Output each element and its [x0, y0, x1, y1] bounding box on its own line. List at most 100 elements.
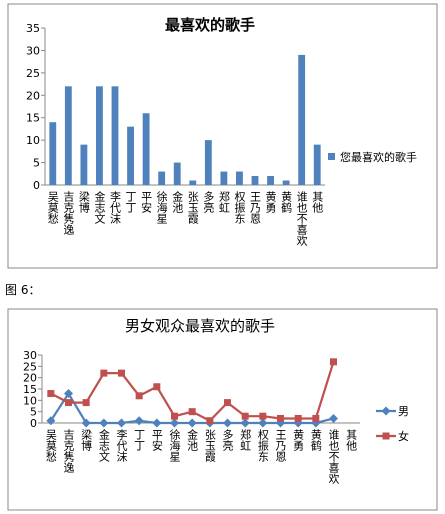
bar: [127, 126, 134, 185]
legend-label: 女: [398, 429, 409, 443]
point: [312, 414, 320, 422]
bar: [64, 86, 72, 185]
x-tick-label: 黄鹤: [280, 190, 293, 214]
legend-marker: [381, 406, 391, 416]
point: [240, 418, 250, 428]
y-tick-label: 20: [23, 372, 37, 385]
point: [65, 399, 72, 407]
x-tick-label: 黄勇: [292, 428, 305, 452]
x-tick-label: 吉克隽逸: [62, 429, 75, 473]
x-tick-label: 金志文: [93, 190, 106, 224]
x-tick-label: 王乃恩: [274, 429, 287, 462]
chart-title: 男女观众最喜欢的歌手: [125, 317, 275, 335]
y-tick-label: 10: [23, 394, 37, 407]
x-tick-label: 丁丁: [124, 191, 137, 213]
x-tick-label: 黄鹤: [309, 428, 322, 452]
point: [47, 390, 55, 398]
x-tick-label: 张玉霞: [203, 429, 216, 463]
x-tick-label: 李代沫: [109, 190, 122, 225]
x-tick-label: 其他: [345, 429, 358, 451]
point: [259, 412, 267, 420]
legend-label: 男: [398, 405, 409, 418]
point: [330, 358, 337, 366]
bar: [313, 144, 321, 185]
y-tick-label: 35: [26, 22, 40, 35]
bar: [189, 180, 197, 185]
point: [258, 418, 268, 428]
x-tick-label: 其他: [311, 191, 324, 213]
point: [118, 369, 125, 377]
caption: 图 6：: [5, 283, 40, 297]
x-tick-label: 权振东: [256, 429, 269, 462]
bar: [158, 171, 166, 185]
point: [64, 389, 73, 399]
x-tick-label: 谁也不喜欢: [327, 429, 340, 485]
chart-frame: [7, 308, 438, 511]
point: [241, 412, 249, 420]
point: [294, 414, 302, 422]
point: [117, 418, 126, 428]
point: [277, 414, 284, 422]
legend-label: 您最喜欢的歌手: [340, 150, 417, 164]
x-tick-label: 郑虹: [239, 428, 252, 451]
x-tick-label: 谁也不喜欢: [295, 191, 308, 247]
x-tick-label: 吴莫愁: [46, 191, 59, 224]
point: [187, 418, 197, 428]
x-tick-label: 金池: [171, 190, 184, 213]
bar: [49, 122, 57, 185]
point: [81, 418, 91, 428]
point: [135, 392, 143, 400]
bar: [173, 162, 181, 185]
bar: [96, 86, 103, 185]
y-tick-label: 15: [26, 112, 40, 125]
x-tick-label: 多亮: [221, 428, 234, 451]
y-tick-label: 30: [26, 44, 40, 57]
y-tick-label: 30: [23, 349, 37, 362]
x-tick-label: 权振东: [233, 191, 246, 224]
chart-title: 最喜欢的歌手: [165, 16, 255, 34]
point: [153, 383, 161, 391]
x-tick-label: 金志文: [97, 428, 110, 462]
bar: [111, 86, 119, 185]
y-tick-label: 5: [30, 406, 37, 419]
point: [134, 416, 144, 426]
bar: [142, 113, 150, 185]
x-tick-label: 梁博: [77, 190, 90, 214]
x-tick-label: 王乃恩: [249, 191, 262, 224]
x-tick-label: 梁博: [80, 428, 93, 452]
bar: [236, 171, 243, 185]
bar: [282, 180, 290, 185]
x-tick-label: 丁丁: [133, 429, 146, 451]
x-tick-label: 郑虹: [217, 190, 230, 213]
x-tick-label: 金池: [186, 428, 199, 451]
point: [171, 412, 178, 420]
bar: [80, 144, 88, 185]
y-tick-label: 25: [23, 360, 37, 373]
point: [152, 418, 162, 428]
legend-swatch: [328, 153, 335, 160]
x-tick-label: 平安: [140, 191, 153, 214]
bar: [298, 54, 306, 185]
x-tick-label: 张玉霞: [186, 191, 199, 225]
point: [99, 418, 109, 428]
bar: [251, 176, 259, 185]
point: [82, 399, 90, 407]
bar: [267, 176, 274, 185]
y-tick-label: 20: [26, 89, 40, 102]
y-tick-label: 0: [33, 179, 40, 192]
x-tick-label: 黄勇: [264, 190, 277, 214]
x-tick-label: 平安: [150, 429, 163, 452]
bar: [204, 140, 212, 185]
point: [329, 413, 338, 423]
x-tick-label: 吉克隽逸: [62, 191, 75, 235]
y-tick-label: 5: [33, 157, 40, 170]
legend-marker: [382, 432, 390, 440]
x-tick-label: 吴莫愁: [44, 429, 57, 462]
point: [100, 369, 108, 377]
x-tick-label: 徐海星: [168, 428, 181, 462]
chart-frame: [7, 3, 438, 269]
point: [188, 408, 196, 416]
point: [223, 418, 232, 428]
x-tick-label: 徐海星: [155, 190, 168, 224]
